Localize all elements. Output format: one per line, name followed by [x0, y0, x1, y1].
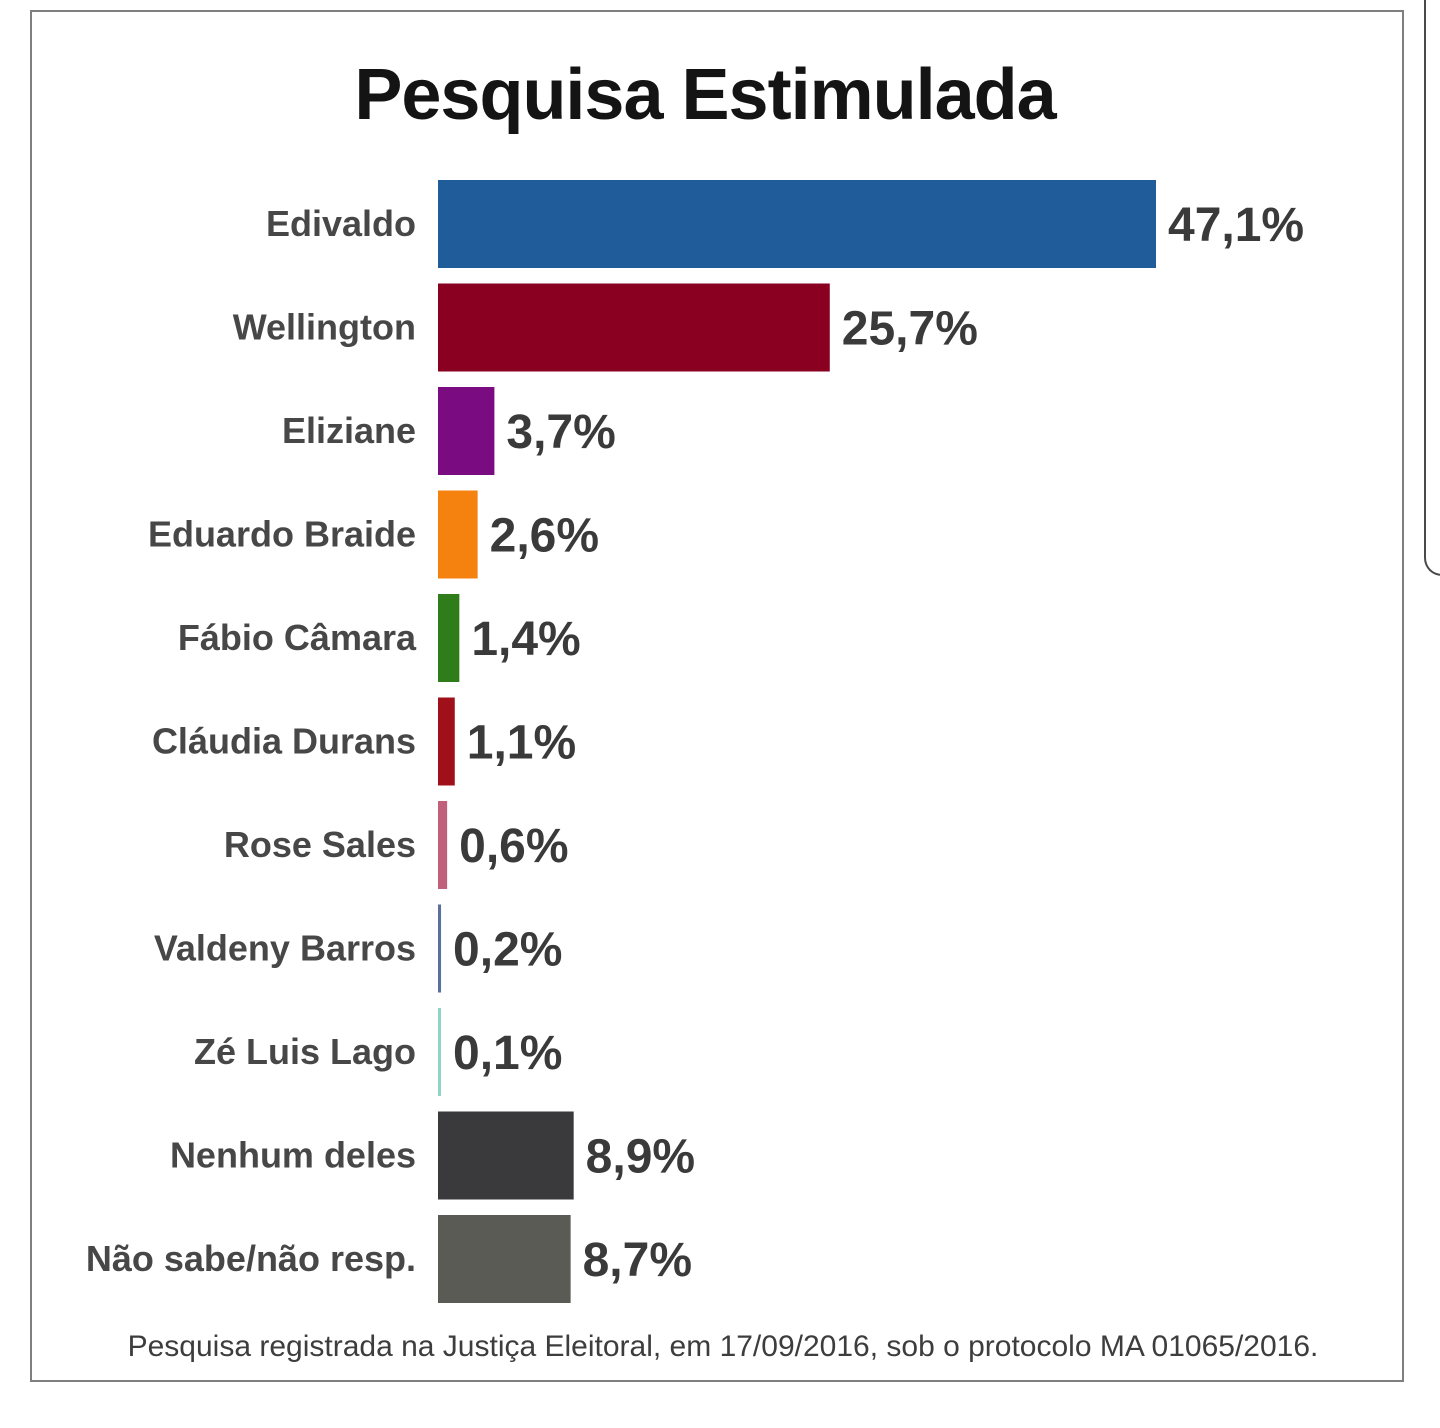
value-label: 0,2% — [453, 924, 562, 977]
value-label: 25,7% — [842, 303, 978, 356]
category-label: Não sabe/não resp. — [86, 1238, 416, 1279]
value-label: 2,6% — [490, 510, 599, 563]
bar — [438, 1215, 571, 1303]
chart-footnote: Pesquisa registrada na Justiça Eleitoral… — [127, 1330, 1319, 1363]
category-label: Eduardo Braide — [148, 514, 416, 555]
bar — [438, 1111, 574, 1200]
value-label: 8,9% — [586, 1131, 695, 1184]
value-label: 47,1% — [1168, 199, 1304, 252]
category-label: Cláudia Durans — [152, 721, 416, 762]
category-label: Wellington — [233, 307, 416, 348]
bar — [438, 387, 495, 475]
chart-title: Pesquisa Estimulada — [354, 55, 1056, 135]
category-label: Zé Luis Lago — [194, 1031, 416, 1072]
bar — [438, 801, 448, 889]
bar — [438, 283, 830, 372]
bar — [438, 904, 442, 993]
value-label: 1,4% — [471, 613, 580, 666]
value-label: 8,7% — [583, 1234, 692, 1287]
category-label: Fábio Câmara — [178, 617, 417, 658]
category-label: Edivaldo — [266, 203, 416, 244]
category-label: Rose Sales — [224, 824, 416, 865]
bar — [438, 697, 455, 786]
value-label: 1,1% — [467, 717, 576, 770]
category-label: Eliziane — [282, 410, 416, 451]
value-label: 0,6% — [459, 820, 568, 873]
category-label: Nenhum deles — [170, 1135, 416, 1176]
category-label: Valdeny Barros — [154, 928, 416, 969]
value-label: 3,7% — [506, 406, 615, 459]
value-label: 0,1% — [453, 1027, 562, 1080]
bar — [438, 594, 460, 682]
bar — [438, 490, 478, 579]
bar — [438, 180, 1156, 268]
bar — [438, 1008, 441, 1096]
